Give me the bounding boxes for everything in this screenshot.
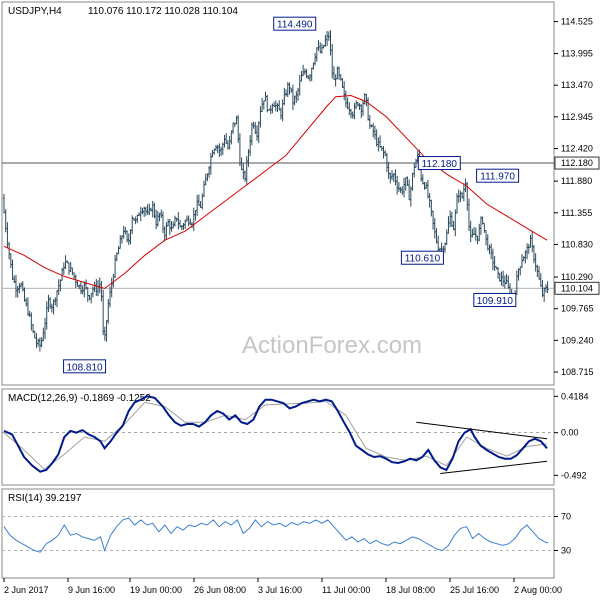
annotation-box xyxy=(273,16,317,31)
annotation-label: 109.910 xyxy=(477,296,514,307)
current-price-axis-label: 110.104 xyxy=(561,283,593,293)
price-tick-label: 111.880 xyxy=(561,176,592,186)
rsi-title: RSI(14) 39.2197 xyxy=(8,493,82,504)
macd-trendline xyxy=(440,460,548,474)
symbol-label: USDJPY,H4 xyxy=(8,6,62,17)
macd-tick-label: 0.00 xyxy=(561,428,579,438)
watermark: ActionForex.com xyxy=(242,332,422,359)
moving-average-line xyxy=(3,94,548,290)
rsi-tick-label: 70 xyxy=(561,512,571,522)
annotation-label: 108.810 xyxy=(66,362,103,373)
price-tick-label: 112.945 xyxy=(561,112,593,122)
annotation-box xyxy=(473,292,517,307)
rsi-layer xyxy=(2,516,554,553)
price-tick-label: 109.765 xyxy=(561,304,594,314)
price-tick-label: 112.420 xyxy=(561,144,593,154)
macd-trendline xyxy=(416,421,548,440)
macd-signal-line xyxy=(3,400,548,470)
time-tick-label: 2 Aug 00:00 xyxy=(514,585,562,595)
annotation-label: 112.180 xyxy=(422,159,458,170)
annotation-label: 110.610 xyxy=(405,254,441,265)
time-tick-label: 19 Jun 00:00 xyxy=(130,585,182,595)
rsi-tick-label: 30 xyxy=(561,546,571,556)
axis-layer: 114.525 113.995 113.470 112.945 112.420 111.8… xyxy=(3,17,600,595)
price-tick-label: 110.830 xyxy=(561,239,593,249)
price-layer: 114.490 112.180 111.970 110.610 109.910 108.8… xyxy=(2,16,554,374)
time-tick-label: 11 Jul 00:00 xyxy=(322,585,370,595)
price-tick-label: 114.525 xyxy=(561,17,593,27)
macd-tick-label: -0.492 xyxy=(561,470,587,480)
price-tick-label: 110.290 xyxy=(561,272,593,282)
rsi-line xyxy=(3,517,549,553)
price-tick-label: 108.715 xyxy=(561,367,594,377)
price-tick-label: 111.355 xyxy=(561,208,592,218)
ohlc-label: 110.076 110.172 110.028 110.104 xyxy=(88,6,238,17)
annotation-box xyxy=(63,359,107,374)
time-tick-label: 18 Jul 08:00 xyxy=(386,585,435,595)
macd-layer xyxy=(2,395,554,474)
annotation-label: 114.490 xyxy=(277,20,313,31)
level-axis-box xyxy=(554,156,600,170)
level-axis-label: 112.180 xyxy=(561,158,593,168)
price-tick-label: 113.470 xyxy=(561,80,593,90)
annotation-label: 111.970 xyxy=(480,172,515,183)
macd-tick-label: 0.4184 xyxy=(561,391,589,401)
price-tick-label: 113.995 xyxy=(561,49,593,59)
annotation-box xyxy=(476,168,520,183)
time-tick-label: 3 Jul 16:00 xyxy=(258,585,302,595)
price-panel xyxy=(1,1,555,386)
annotation-box xyxy=(417,156,461,171)
current-price-axis-box xyxy=(554,281,600,295)
macd-line xyxy=(3,395,548,473)
time-tick-label: 26 Jun 08:00 xyxy=(194,585,246,595)
annotation-box xyxy=(400,250,444,265)
time-tick-label: 2 Jun 2017 xyxy=(4,585,49,595)
time-tick-label: 9 Jun 16:00 xyxy=(68,585,115,595)
rsi-panel xyxy=(1,488,555,579)
price-tick-label: 109.240 xyxy=(561,335,594,345)
macd-title: MACD(12,26,9) -0.1869 -0.1252 xyxy=(8,393,151,404)
time-tick-label: 25 Jul 16:00 xyxy=(450,585,499,595)
